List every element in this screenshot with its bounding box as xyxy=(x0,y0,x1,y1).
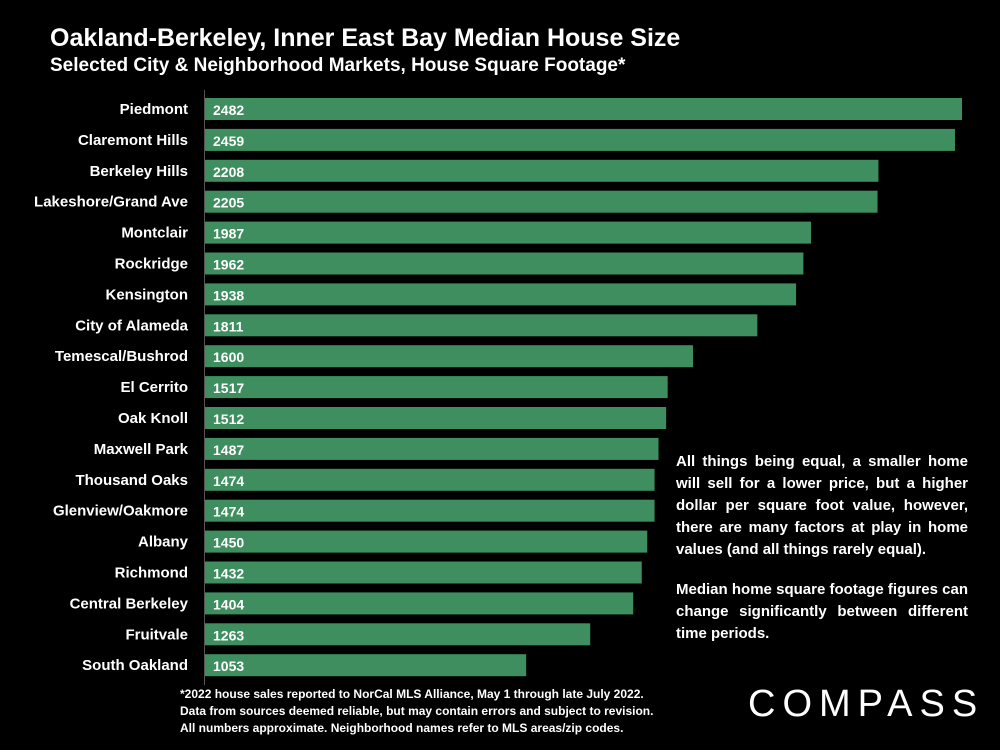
bar xyxy=(205,159,879,182)
value-label: 1474 xyxy=(213,473,244,489)
category-label: Thousand Oaks xyxy=(75,472,188,489)
value-label: 1811 xyxy=(213,318,244,334)
value-label: 1487 xyxy=(213,442,244,458)
category-label: Glenview/Oakmore xyxy=(53,503,188,520)
value-label: 1263 xyxy=(213,627,244,643)
footnote: *2022 house sales reported to NorCal MLS… xyxy=(180,686,670,737)
value-label: 1938 xyxy=(213,287,244,303)
bar xyxy=(205,314,758,337)
value-label: 1512 xyxy=(213,411,244,427)
category-label: Maxwell Park xyxy=(94,441,189,458)
bar xyxy=(205,530,648,553)
value-label: 1474 xyxy=(213,504,244,520)
category-label: Richmond xyxy=(115,565,188,582)
category-label: Central Berkeley xyxy=(70,595,189,612)
value-label: 1432 xyxy=(213,566,244,582)
bar xyxy=(205,190,878,213)
value-label: 1987 xyxy=(213,226,244,242)
value-label: 1600 xyxy=(213,349,244,365)
footnote-line-3: All numbers approximate. Neighborhood na… xyxy=(180,721,624,735)
category-label: Fruitvale xyxy=(125,626,188,643)
footnote-line-1: *2022 house sales reported to NorCal MLS… xyxy=(180,687,644,701)
bar xyxy=(205,221,812,244)
value-label: 2459 xyxy=(213,133,244,149)
bar xyxy=(205,128,955,151)
compass-logo: COMPASS xyxy=(748,683,985,725)
bar xyxy=(205,376,668,399)
bar xyxy=(205,499,655,522)
category-label: Berkeley Hills xyxy=(90,163,188,180)
bar-chart: Piedmont 2482 Claremont Hills 2459 Berkeley … xyxy=(34,90,962,686)
value-label: 1053 xyxy=(213,658,244,674)
value-label: 2208 xyxy=(213,164,244,180)
bar xyxy=(205,407,667,429)
value-label: 2482 xyxy=(213,102,244,118)
category-label: Kensington xyxy=(106,286,189,303)
bar xyxy=(205,561,642,584)
bar xyxy=(205,654,527,677)
bar xyxy=(205,468,655,491)
category-label: Oak Knoll xyxy=(118,410,188,427)
category-label: El Cerrito xyxy=(120,379,188,396)
bar xyxy=(205,252,804,275)
category-label: Piedmont xyxy=(120,101,188,118)
category-label: Albany xyxy=(138,534,189,551)
category-label: Rockridge xyxy=(115,256,188,273)
bar xyxy=(205,592,634,615)
footnote-line-2: Data from sources deemed reliable, but m… xyxy=(180,704,654,718)
value-label: 1962 xyxy=(213,257,244,273)
bar xyxy=(205,283,797,306)
value-label: 1450 xyxy=(213,535,244,551)
bar xyxy=(205,98,962,120)
value-label: 2205 xyxy=(213,195,244,211)
value-label: 1517 xyxy=(213,380,244,396)
note-time-periods: Median home square footage figures can c… xyxy=(676,581,968,642)
bar xyxy=(205,437,659,460)
category-label: City of Alameda xyxy=(75,317,188,334)
value-label: 1404 xyxy=(213,596,244,612)
chart-subtitle: Selected City & Neighborhood Markets, Ho… xyxy=(50,55,626,76)
category-label: Montclair xyxy=(121,225,188,242)
category-label: Lakeshore/Grand Ave xyxy=(34,194,188,211)
bar xyxy=(205,623,591,646)
note-smaller-home: All things being equal, a smaller home w… xyxy=(676,453,968,558)
chart-title: Oakland-Berkeley, Inner East Bay Median … xyxy=(50,24,681,52)
category-label: Claremont Hills xyxy=(78,132,188,149)
category-label: Temescal/Bushrod xyxy=(55,348,188,365)
category-label: South Oakland xyxy=(82,657,188,674)
bar xyxy=(205,345,693,368)
